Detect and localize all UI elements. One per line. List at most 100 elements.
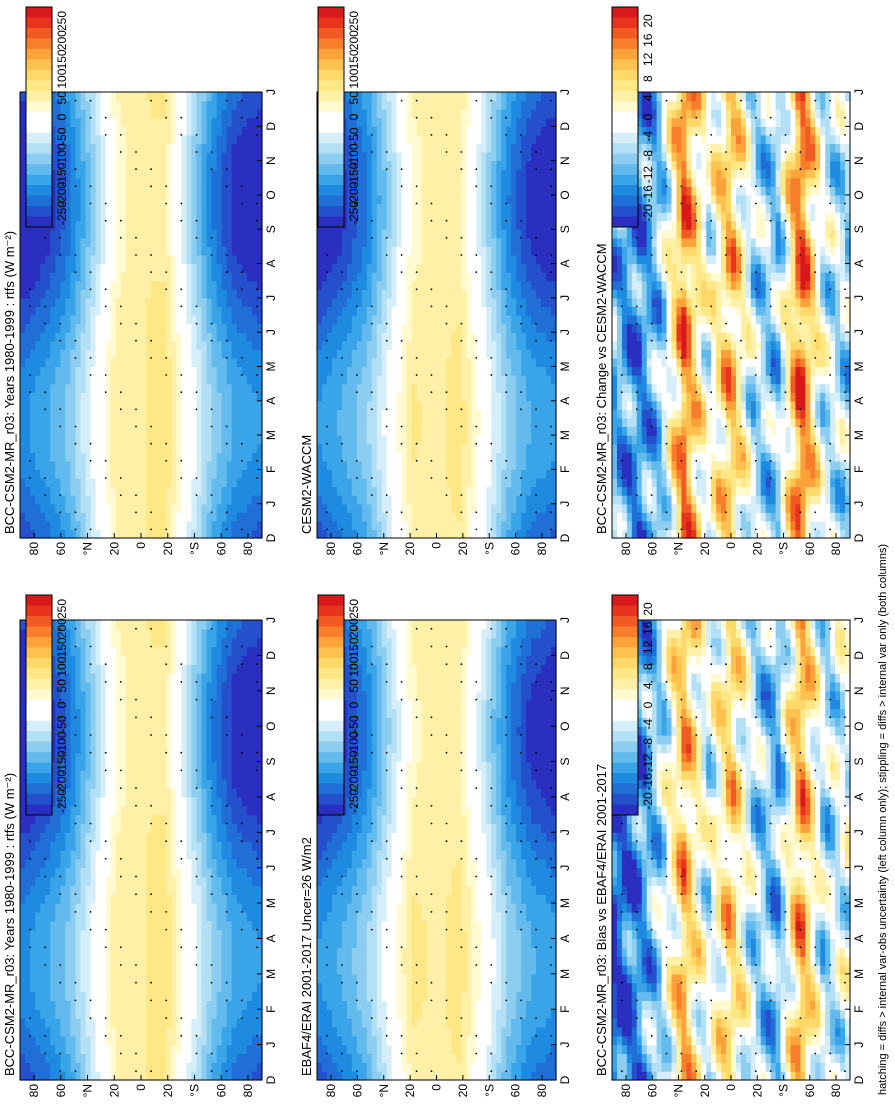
heatmap-cell (216, 520, 223, 531)
heatmap-cell (161, 177, 167, 187)
heatmap-cell (45, 938, 51, 948)
heatmap-cell (95, 752, 102, 763)
heatmap-cell (75, 246, 82, 256)
heatmap-cell (35, 1053, 41, 1063)
heatmap-cell (95, 823, 102, 833)
heatmap-cell (70, 841, 77, 851)
heatmap-cell (90, 947, 97, 957)
heatmap-cell (201, 699, 208, 710)
heatmap-cell (20, 628, 26, 639)
heatmap-cell (110, 735, 117, 745)
heatmap-cell (206, 805, 213, 816)
heatmap-cell (186, 460, 193, 470)
heatmap-cell (20, 323, 26, 333)
heatmap-cell (231, 876, 238, 886)
heatmap-cell (95, 237, 102, 247)
stipple-dot (29, 288, 31, 291)
heatmap-cell (156, 503, 162, 513)
heatmap-cell (30, 272, 36, 282)
stipple-dot (240, 459, 243, 462)
heatmap-cell (80, 529, 87, 539)
heatmap-cell (191, 796, 198, 807)
stipple-dot (150, 99, 153, 102)
heatmap-cell (35, 903, 41, 913)
heatmap-cell (55, 752, 61, 763)
heatmap-cell (25, 1026, 31, 1037)
heatmap-cell (30, 383, 36, 393)
heatmap-cell (141, 637, 147, 648)
heatmap-cell (216, 1000, 223, 1010)
heatmap-cell (166, 805, 172, 816)
stipple-dot (59, 254, 62, 256)
heatmap-cell (211, 1071, 218, 1081)
heatmap-cell (120, 1018, 127, 1028)
heatmap-cell (211, 400, 218, 410)
heatmap-cell (90, 246, 97, 256)
heatmap-cell (110, 272, 117, 282)
heatmap-cell (55, 1000, 61, 1010)
heatmap-cell (90, 254, 97, 265)
heatmap-cell (196, 920, 203, 931)
heatmap-cell (241, 392, 248, 402)
heatmap-cell (231, 435, 238, 445)
heatmap-cell (176, 177, 182, 187)
stipple-dot (59, 322, 62, 325)
heatmap-cell (221, 681, 228, 692)
heatmap-cell (236, 1035, 243, 1046)
heatmap-cell (120, 761, 127, 771)
heatmap-cell (80, 409, 87, 419)
heatmap-cell (110, 426, 117, 436)
heatmap-cell (201, 947, 208, 957)
heatmap-cell (75, 965, 82, 975)
heatmap-cell (75, 628, 82, 639)
heatmap-cell (161, 203, 167, 213)
heatmap-cell (20, 452, 26, 462)
heatmap-cell (50, 417, 56, 428)
heatmap-cell (171, 486, 177, 496)
heatmap-cell (161, 832, 167, 842)
heatmap-cell (130, 876, 137, 886)
heatmap-cell (70, 495, 77, 505)
heatmap-cell (80, 375, 87, 385)
heatmap-cell (40, 841, 46, 851)
heatmap-cell (156, 690, 162, 701)
heatmap-cell (231, 1026, 238, 1037)
heatmap-cell (191, 280, 198, 290)
heatmap-cell (55, 929, 61, 940)
heatmap-cell (115, 126, 122, 136)
heatmap-cell (146, 443, 152, 453)
heatmap-cell (196, 315, 203, 325)
heatmap-cell (161, 920, 167, 931)
heatmap-cell (181, 664, 187, 674)
heatmap-cell (196, 823, 203, 833)
heatmap-cell (181, 620, 187, 630)
heatmap-cell (196, 477, 203, 488)
heatmap-cell (115, 495, 122, 505)
heatmap-cell (55, 340, 61, 350)
heatmap-cell (90, 788, 97, 798)
heatmap-cell (226, 1044, 233, 1055)
heatmap-cell (141, 620, 147, 630)
heatmap-cell (75, 375, 82, 385)
heatmap-cell (166, 681, 172, 692)
heatmap-cell (90, 400, 97, 410)
heatmap-cell (70, 761, 77, 771)
heatmap-cell (206, 143, 213, 153)
heatmap-cell (181, 435, 187, 445)
heatmap-cell (221, 366, 228, 376)
heatmap-cell (135, 1035, 142, 1046)
heatmap-cell (30, 349, 36, 359)
heatmap-cell (110, 620, 117, 630)
heatmap-cell (151, 237, 157, 247)
heatmap-cell (45, 1018, 51, 1028)
heatmap-cell (146, 529, 152, 539)
heatmap-cell (216, 126, 223, 136)
heatmap-cell (80, 254, 87, 265)
heatmap-cell (211, 911, 218, 922)
heatmap-cell (65, 805, 72, 816)
heatmap-cell (171, 717, 177, 727)
heatmap-cell (80, 1062, 87, 1072)
heatmap-cell (25, 823, 31, 833)
heatmap-cell (55, 469, 61, 479)
heatmap-cell (105, 867, 112, 878)
